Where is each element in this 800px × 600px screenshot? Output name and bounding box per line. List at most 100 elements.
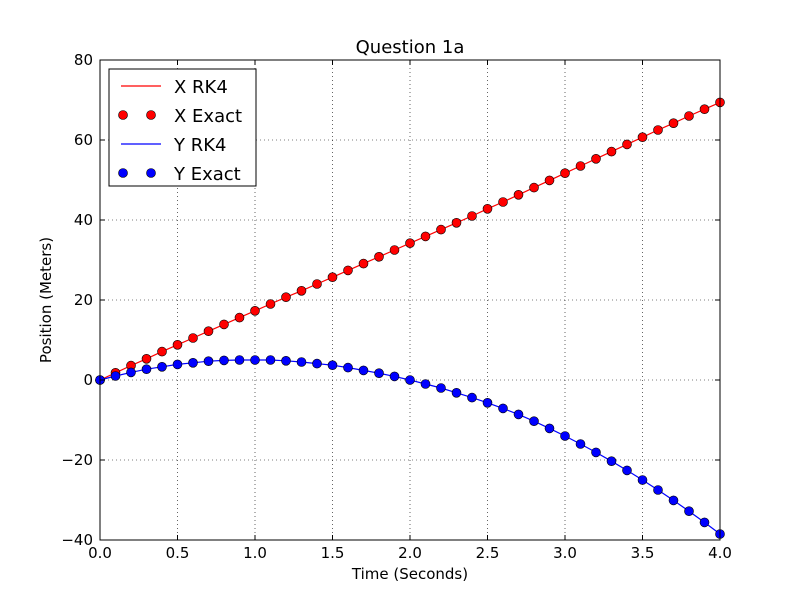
data-point-x-exact <box>203 326 214 337</box>
y-tick-label: 40 <box>74 211 93 229</box>
y-tick-label: −20 <box>61 451 93 469</box>
data-point-x-exact <box>560 168 570 178</box>
data-point-y-exact <box>157 361 167 372</box>
data-point-y-exact <box>343 362 353 373</box>
x-tick-label: 1.0 <box>243 544 267 562</box>
y-axis-label: Position (Meters) <box>37 237 55 363</box>
legend-marker-y-exact <box>146 168 156 178</box>
data-point-x-exact <box>451 218 462 228</box>
data-point-y-exact <box>141 364 152 375</box>
data-point-x-exact <box>420 231 431 242</box>
data-point-x-exact <box>668 118 679 128</box>
grid-lines <box>100 60 720 540</box>
chart-title: Question 1a <box>356 37 465 58</box>
data-point-y-exact <box>436 383 446 393</box>
data-point-x-exact <box>327 272 338 283</box>
data-point-x-exact <box>265 299 276 309</box>
data-point-y-exact <box>529 416 539 427</box>
data-point-y-exact <box>281 355 291 366</box>
data-point-y-exact <box>653 485 663 495</box>
x-tick-label: 2.0 <box>398 544 422 562</box>
data-point-x-exact <box>575 161 586 171</box>
data-point-y-exact <box>374 368 384 379</box>
data-point-y-exact <box>498 403 508 414</box>
data-point-y-exact <box>296 357 307 367</box>
data-point-x-exact <box>513 190 524 200</box>
data-point-x-exact <box>405 238 415 248</box>
data-point-y-exact <box>203 356 214 367</box>
data-point-x-exact <box>467 211 477 221</box>
data-point-y-exact <box>219 355 229 366</box>
data-point-x-exact <box>544 175 555 186</box>
axis-ticks: 0.0 0.5 1.0 1.5 2.0 2.5 3.0 3.5 4.0 −40 −20 0 20 40 60… <box>61 51 732 562</box>
data-point-y-exact <box>560 431 570 441</box>
data-point-x-exact <box>296 285 307 296</box>
data-point-y-exact <box>451 387 462 398</box>
data-point-x-exact <box>606 146 617 157</box>
data-point-y-exact <box>420 379 431 389</box>
y-tick-label: −40 <box>61 531 93 549</box>
data-point-y-exact <box>668 495 679 506</box>
data-point-y-exact <box>188 357 198 368</box>
data-point-x-exact <box>312 279 322 289</box>
x-tick-label: 0.0 <box>88 544 112 562</box>
data-point-y-exact <box>234 355 245 365</box>
data-point-y-exact <box>637 475 648 485</box>
plot-series <box>95 97 725 539</box>
data-point-x-exact <box>699 104 710 114</box>
legend-label-y-exact: Y Exact <box>173 164 241 185</box>
data-point-y-exact <box>265 355 276 365</box>
data-point-y-exact <box>622 465 632 476</box>
legend: X RK4 X Exact Y RK4 Y Exact <box>108 68 257 187</box>
legend-box <box>108 68 257 187</box>
data-point-x-exact <box>637 132 648 142</box>
data-point-y-exact <box>126 367 136 378</box>
y-tick-label: 0 <box>83 371 93 389</box>
data-point-y-exact <box>482 397 493 408</box>
x-tick-label: 0.5 <box>166 544 190 562</box>
data-point-x-exact <box>141 353 152 364</box>
data-point-y-exact <box>467 392 477 403</box>
data-point-y-exact <box>327 360 338 371</box>
x-tick-label: 3.0 <box>553 544 577 562</box>
data-point-x-exact <box>374 251 384 262</box>
x-tick-label: 2.5 <box>476 544 500 562</box>
data-point-y-exact <box>110 371 121 381</box>
data-point-y-exact <box>405 375 415 385</box>
legend-marker-x-exact <box>118 110 128 120</box>
y-tick-label: 80 <box>74 51 93 69</box>
x-tick-label: 1.5 <box>321 544 345 562</box>
x-axis-label: Time (Seconds) <box>351 565 468 583</box>
data-point-x-exact <box>234 312 245 323</box>
data-point-y-exact <box>172 359 183 370</box>
data-point-y-exact <box>699 517 710 528</box>
legend-label-x-rk4: X RK4 <box>174 77 228 98</box>
data-point-x-exact <box>482 204 493 214</box>
data-point-x-exact <box>653 125 663 135</box>
data-point-x-exact <box>157 346 167 357</box>
legend-marker-x-exact <box>146 110 156 120</box>
y-tick-label: 20 <box>74 291 93 309</box>
x-tick-label: 4.0 <box>708 544 732 562</box>
data-point-x-exact <box>389 245 400 255</box>
data-point-x-exact <box>591 154 601 164</box>
legend-marker-y-exact <box>118 168 128 178</box>
x-tick-label: 3.5 <box>631 544 655 562</box>
data-point-x-exact <box>250 305 260 316</box>
data-point-x-exact <box>622 139 632 150</box>
data-point-x-exact <box>172 339 183 350</box>
y-tick-label: 60 <box>74 131 93 149</box>
data-point-x-exact <box>529 182 539 193</box>
data-point-y-exact <box>606 456 617 467</box>
legend-label-x-exact: X Exact <box>174 106 242 127</box>
data-point-y-exact <box>312 358 322 369</box>
data-point-y-exact <box>575 439 586 449</box>
data-point-x-exact <box>343 265 353 276</box>
data-point-x-exact <box>436 224 446 235</box>
data-point-y-exact <box>544 423 555 434</box>
data-point-x-exact <box>358 258 369 269</box>
data-point-x-exact <box>498 197 508 207</box>
data-point-y-exact <box>513 409 524 420</box>
data-point-y-exact <box>389 371 400 382</box>
